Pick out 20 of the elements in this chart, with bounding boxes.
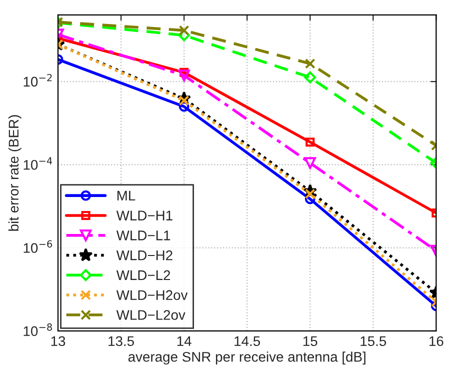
legend-label: WLD−L2ov <box>116 310 186 320</box>
legend-label: WLD−L1 <box>116 230 170 240</box>
legend-label: WLD−H2ov <box>116 290 188 300</box>
x-tick-label: 15.5 <box>360 336 386 346</box>
x-axis-title: average SNR per receive antenna [dB] <box>128 352 366 365</box>
y-tick-label: 10$^{−2}$ <box>24 74 52 87</box>
x-tick-label: 15 <box>303 336 318 346</box>
y-tick-label: 10$^{−4}$ <box>24 157 52 170</box>
x-tick-label: 13.5 <box>108 336 134 346</box>
x-tick-label: 13 <box>51 336 66 346</box>
x-tick-label: 14 <box>177 336 192 346</box>
legend-label: ML <box>117 190 136 200</box>
x-tick-label: 14.5 <box>234 336 260 346</box>
legend-label: WLD−H1 <box>116 210 172 220</box>
y-tick-label: 10$^{−8}$ <box>24 323 52 336</box>
legend-label: WLD−L2 <box>116 270 170 280</box>
y-axis-title: bit error rate (BER) <box>8 115 22 231</box>
x-tick-label: 16 <box>429 336 444 346</box>
legend-label: WLD−H2 <box>116 250 172 260</box>
y-tick-label: 10$^{−6}$ <box>24 240 52 253</box>
